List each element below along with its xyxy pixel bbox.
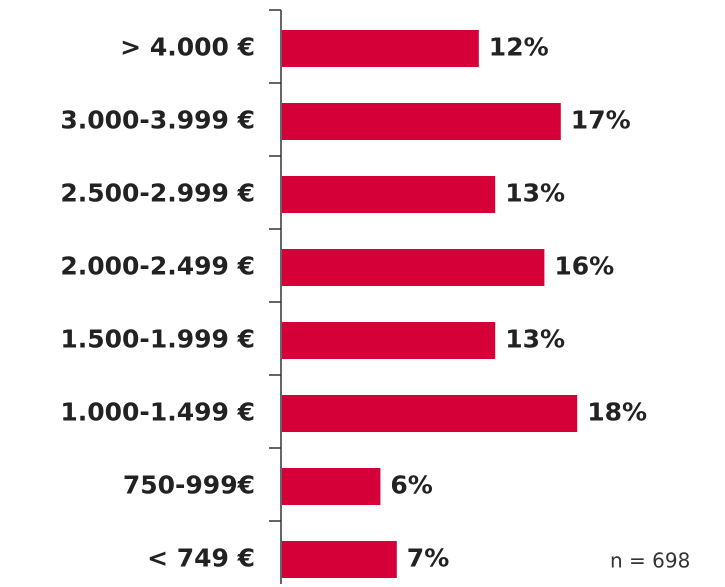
category-label: 750-999€ bbox=[123, 471, 255, 500]
value-label: 7% bbox=[407, 544, 449, 573]
value-label: 13% bbox=[505, 325, 565, 354]
bar bbox=[282, 103, 561, 140]
category-label: 2.500-2.999 € bbox=[60, 179, 255, 208]
category-label: 3.000-3.999 € bbox=[60, 106, 255, 135]
bar bbox=[282, 176, 496, 213]
category-label: < 749 € bbox=[147, 544, 255, 573]
bar bbox=[282, 395, 578, 432]
value-label: 13% bbox=[505, 179, 565, 208]
category-label: > 4.000 € bbox=[120, 33, 255, 62]
bar bbox=[282, 249, 545, 286]
bar bbox=[282, 30, 479, 67]
bar bbox=[282, 541, 397, 578]
value-label: 6% bbox=[390, 471, 432, 500]
category-label: 2.000-2.499 € bbox=[60, 252, 255, 281]
bar bbox=[282, 468, 381, 505]
value-label: 16% bbox=[554, 252, 614, 281]
category-label: 1.000-1.499 € bbox=[60, 398, 255, 427]
annotation: n = 698 bbox=[610, 549, 690, 573]
category-label: 1.500-1.999 € bbox=[60, 325, 255, 354]
value-label: 17% bbox=[571, 106, 631, 135]
value-label: 12% bbox=[489, 33, 549, 62]
bar bbox=[282, 322, 496, 359]
value-label: 18% bbox=[587, 398, 647, 427]
